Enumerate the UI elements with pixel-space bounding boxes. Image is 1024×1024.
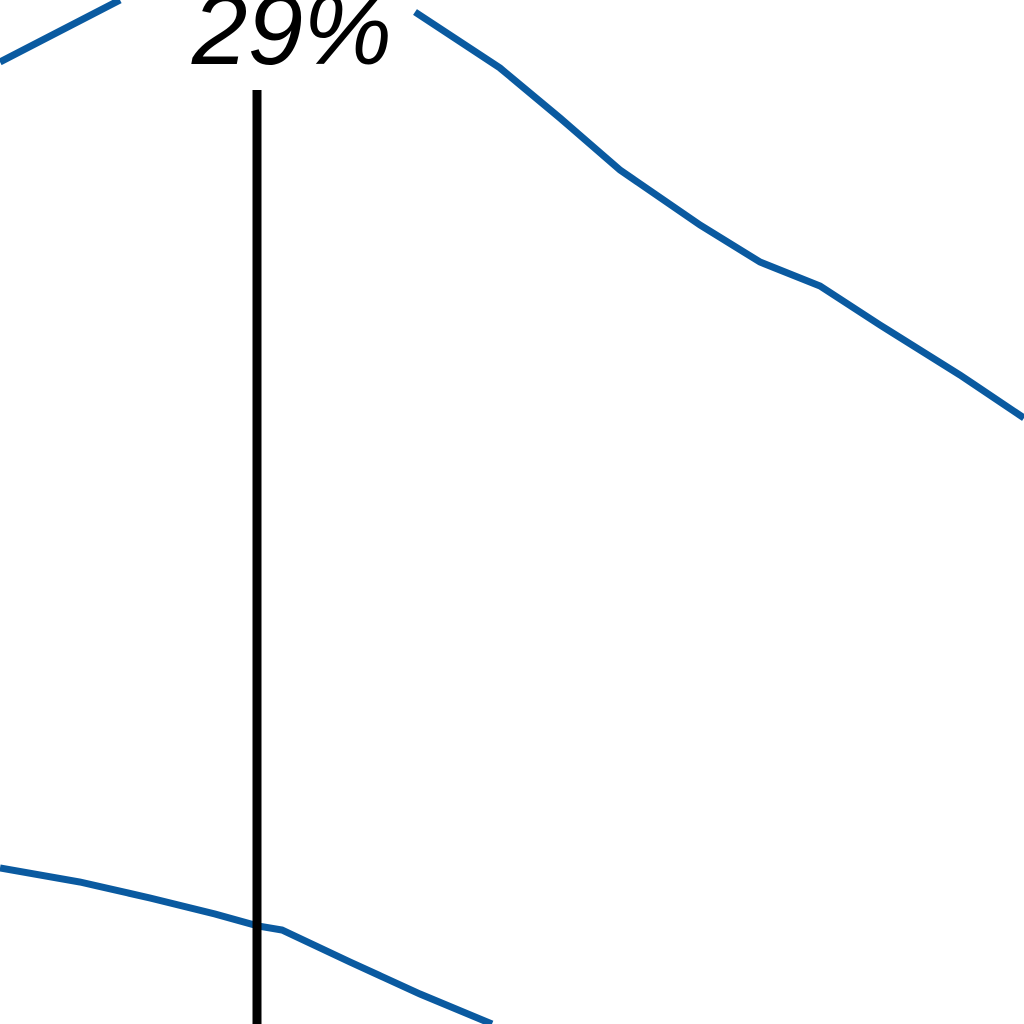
annotation-label: 29% [191,0,392,86]
upper-series-line [0,0,1024,421]
lower-series-line [0,864,494,1024]
